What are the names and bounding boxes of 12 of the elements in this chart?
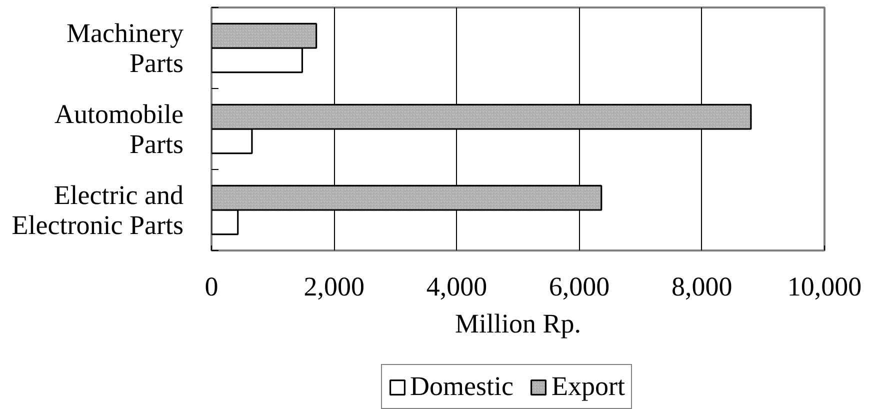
x-tick-label: 2,000: [304, 272, 364, 302]
x-tick-label: 10,000: [787, 272, 862, 302]
x-tick-label: 4,000: [426, 272, 488, 302]
y-tick-label: Machinery Parts: [66, 18, 184, 78]
legend-label: Export: [551, 371, 625, 402]
x-tick-label: 0: [204, 272, 218, 302]
x-axis-title: Million Rp.: [454, 308, 582, 338]
x-tick-label: 8,000: [672, 272, 732, 302]
x-tick-label: 6,000: [548, 272, 610, 302]
y-tick-label: Automobile Parts: [54, 99, 184, 159]
legend-label: Domestic: [410, 371, 514, 402]
y-tick-label: Electric and Electronic Parts: [12, 180, 184, 240]
